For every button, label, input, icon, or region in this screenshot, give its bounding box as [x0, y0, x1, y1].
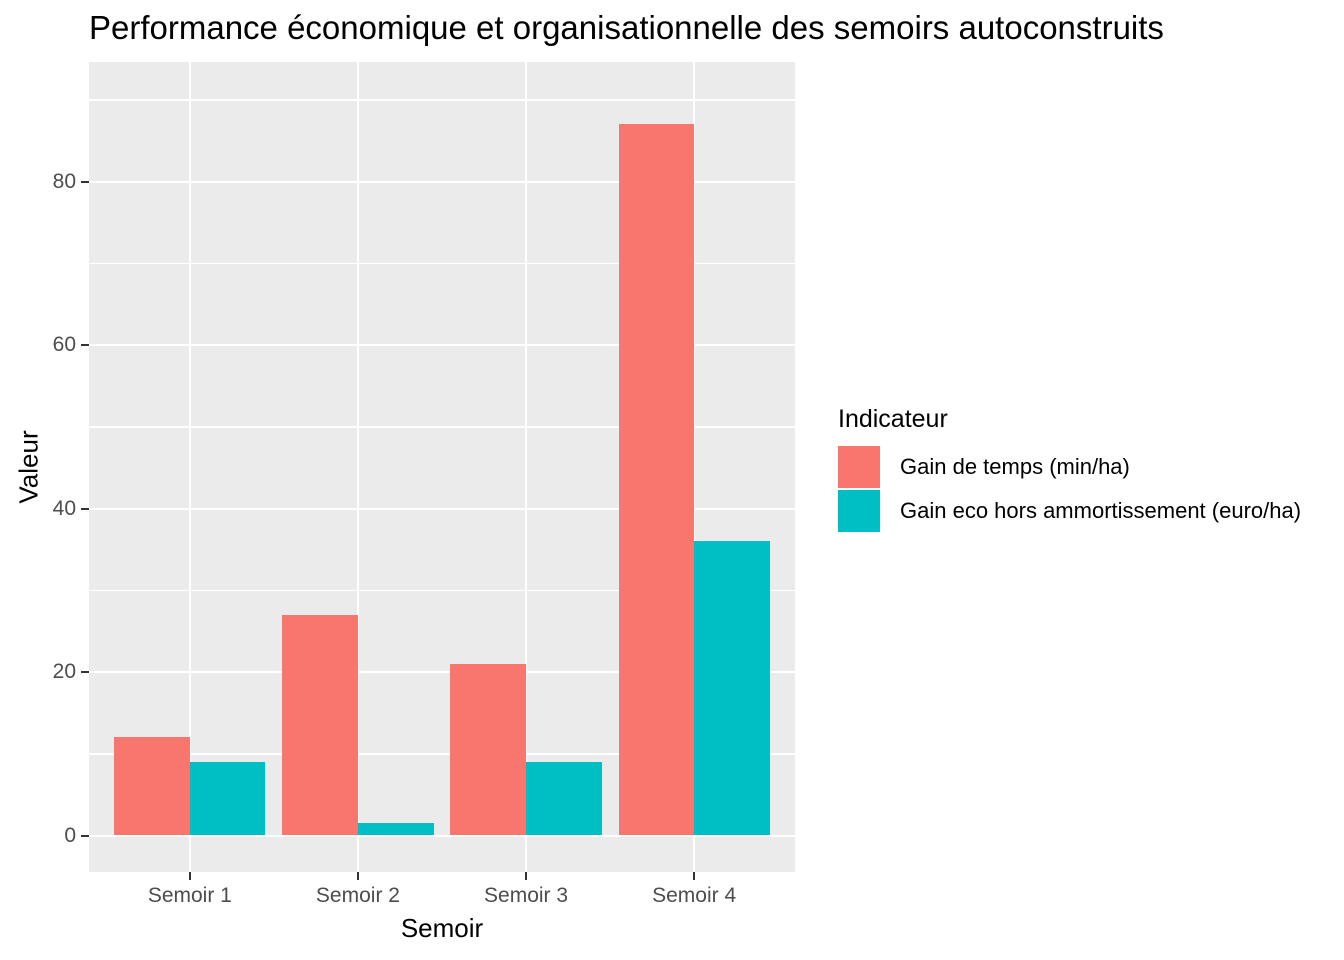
chart-title: Performance économique et organisationne… [89, 9, 1164, 46]
legend-item-label-1: Gain de temps (min/ha) [900, 454, 1130, 479]
bar-series1-semoir-3 [450, 663, 527, 836]
legend-key-swatch-1 [838, 446, 880, 488]
x-tick-mark-3 [525, 872, 528, 880]
legend-items: Gain de temps (min/ha) Gain eco hors ammo… [838, 446, 1318, 532]
bar-series2-semoir-1 [189, 761, 266, 836]
x-tick-label-4: Semoir 4 [652, 884, 737, 907]
bar-series2-semoir-3 [526, 761, 602, 836]
x-tick-label-3: Semoir 3 [484, 884, 569, 907]
gridline-major-y60 [89, 344, 795, 346]
x-tick-label-1: Semoir 1 [147, 884, 232, 907]
legend-title: Indicateur [838, 405, 948, 433]
x-axis-title: Semoir [400, 913, 484, 943]
legend-item-2: Gain eco hors ammortissement (euro/ha) [838, 490, 1318, 532]
gridline-minor-y30 [89, 589, 795, 592]
gridline-major-y40 [89, 507, 795, 510]
x-tick-mark-1 [188, 872, 191, 880]
plot-panel [89, 62, 795, 872]
gridline-minor-y70 [89, 262, 795, 265]
bar-series2-semoir-4 [694, 541, 770, 836]
gridline-major-x-3 [525, 62, 528, 872]
gridline-major-y80 [89, 180, 795, 183]
gridline-major-y0 [89, 834, 795, 837]
legend-item-1: Gain de temps (min/ha) [838, 446, 1318, 488]
gridline-major-x-4 [693, 62, 696, 872]
x-tick-mark-2 [356, 872, 359, 880]
gridline-minor-y90 [89, 99, 795, 101]
x-tick-label-2: Semoir 2 [315, 884, 400, 907]
y-tick-label-80: 80 [52, 169, 76, 193]
legend-key-swatch-2 [838, 490, 880, 532]
gridline-major-x-2 [356, 62, 359, 872]
x-tick-mark-4 [693, 872, 696, 880]
bar-series2-semoir-2 [357, 823, 434, 836]
legend: Indicateur Gain de temps (min/ha) Gain ec… [838, 404, 1318, 534]
bar-series1-semoir-2 [282, 614, 358, 836]
y-tick-label-0: 0 [64, 823, 76, 847]
y-tick-mark-20 [81, 671, 89, 673]
bar-series1-semoir-4 [618, 124, 695, 836]
gridline-minor-y50 [89, 426, 795, 428]
y-tick-mark-0 [81, 834, 89, 837]
bar-series1-semoir-1 [114, 737, 190, 836]
y-tick-mark-60 [81, 344, 89, 346]
gridline-major-y20 [89, 671, 795, 673]
y-tick-label-20: 20 [52, 660, 76, 683]
y-axis-title: Valeur [13, 430, 44, 504]
legend-item-label-2: Gain eco hors ammortissement (euro/ha) [900, 498, 1302, 523]
y-tick-label-60: 60 [52, 333, 76, 356]
y-tick-mark-40 [81, 507, 89, 510]
gridline-major-x-1 [188, 62, 191, 872]
y-tick-label-40: 40 [52, 496, 76, 520]
gridline-minor-y10 [89, 753, 795, 755]
y-tick-mark-80 [81, 180, 89, 183]
